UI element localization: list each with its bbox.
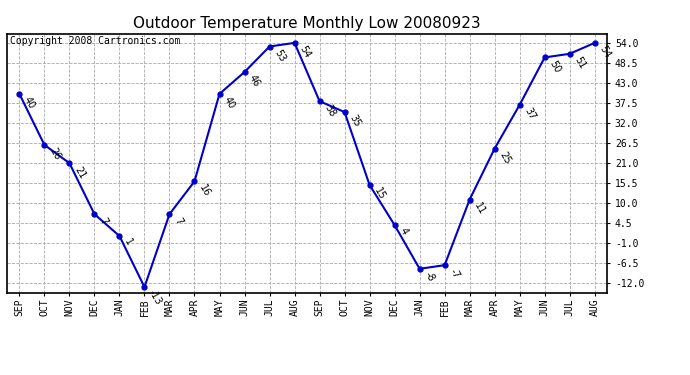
Text: 7: 7 xyxy=(172,216,184,226)
Text: 26: 26 xyxy=(47,146,62,162)
Text: 35: 35 xyxy=(347,114,362,129)
Text: -13: -13 xyxy=(147,288,164,307)
Text: -7: -7 xyxy=(447,267,461,280)
Text: 7: 7 xyxy=(97,216,109,226)
Text: 37: 37 xyxy=(522,106,538,122)
Text: 16: 16 xyxy=(197,183,212,198)
Text: 1: 1 xyxy=(122,237,134,248)
Title: Outdoor Temperature Monthly Low 20080923: Outdoor Temperature Monthly Low 20080923 xyxy=(133,16,481,31)
Text: 50: 50 xyxy=(547,59,562,75)
Text: Copyright 2008 Cartronics.com: Copyright 2008 Cartronics.com xyxy=(10,36,180,46)
Text: 54: 54 xyxy=(297,44,312,60)
Text: 11: 11 xyxy=(473,201,487,217)
Text: 46: 46 xyxy=(247,74,262,89)
Text: -8: -8 xyxy=(422,270,436,284)
Text: 40: 40 xyxy=(222,95,237,111)
Text: 40: 40 xyxy=(22,95,37,111)
Text: 15: 15 xyxy=(373,186,387,202)
Text: 25: 25 xyxy=(497,150,513,166)
Text: 21: 21 xyxy=(72,165,87,180)
Text: 54: 54 xyxy=(598,44,612,60)
Text: 53: 53 xyxy=(273,48,287,64)
Text: 51: 51 xyxy=(573,55,587,71)
Text: 38: 38 xyxy=(322,102,337,118)
Text: 4: 4 xyxy=(397,226,409,237)
